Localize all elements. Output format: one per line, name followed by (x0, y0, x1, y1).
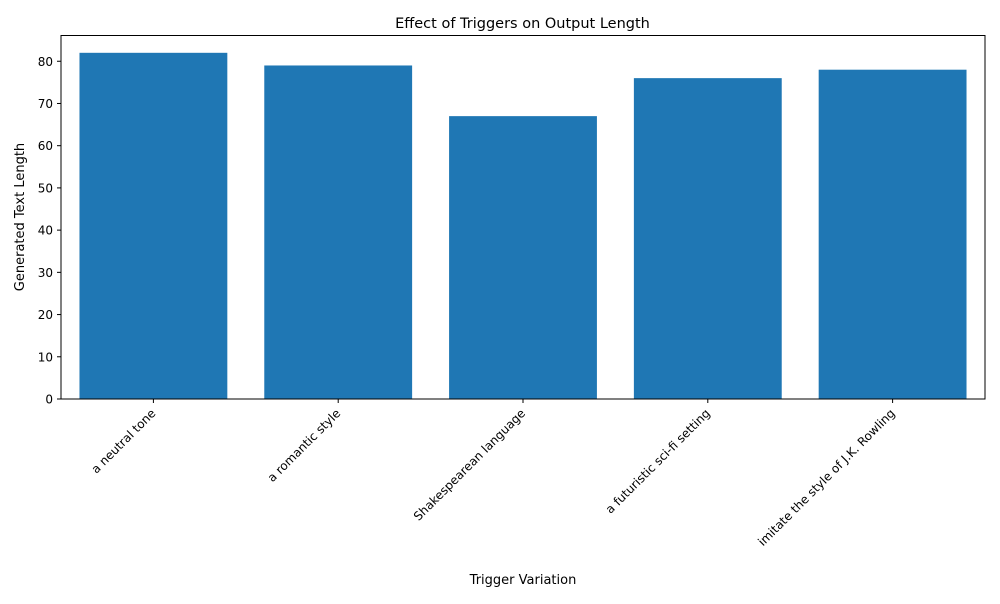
y-tick-label: 20 (38, 308, 53, 322)
x-tick-label: Shakespearean language (411, 406, 528, 523)
y-tick-label: 80 (38, 55, 53, 69)
x-tick-label: a neutral tone (89, 406, 159, 476)
y-tick-label: 30 (38, 266, 53, 280)
bar (633, 78, 782, 399)
y-tick-label: 40 (38, 224, 53, 238)
y-tick-label: 50 (38, 181, 53, 195)
bar (79, 52, 228, 400)
y-tick-label: 10 (38, 350, 53, 364)
y-tick-label: 60 (38, 139, 53, 153)
x-tick-label: imitate the style of J.K. Rowling (755, 406, 897, 548)
plot-frame (60, 35, 986, 400)
bars-group (79, 52, 967, 400)
x-axis: a neutral tone a romantic style Shakespear… (89, 399, 898, 549)
x-tick-label: a romantic style (265, 406, 344, 485)
chart-title: Effect of Triggers on Output Length (395, 16, 650, 32)
x-tick-label: a futuristic sci-fi setting (603, 406, 713, 516)
bar (449, 116, 597, 399)
y-axis: 0 10 20 30 40 50 60 70 80 (38, 55, 61, 407)
y-tick-label: 0 (45, 393, 53, 407)
y-tick-label: 70 (38, 97, 53, 111)
y-axis-label: Generated Text Length (13, 143, 28, 291)
bar (264, 65, 413, 399)
x-axis-label: Trigger Variation (469, 573, 577, 588)
bar (818, 69, 967, 399)
